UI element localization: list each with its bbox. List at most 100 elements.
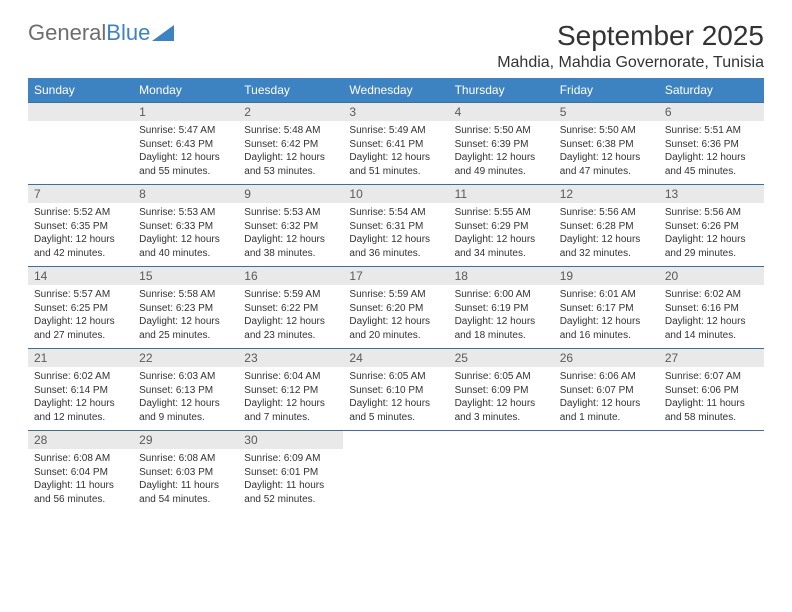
- sunset-line: Sunset: 6:19 PM: [455, 302, 548, 316]
- title-block: September 2025 Mahdia, Mahdia Governorat…: [497, 20, 764, 72]
- sunrise-line: Sunrise: 6:01 AM: [560, 288, 653, 302]
- sunset-line: Sunset: 6:22 PM: [244, 302, 337, 316]
- sunset-line: Sunset: 6:23 PM: [139, 302, 232, 316]
- calendar-cell: 20Sunrise: 6:02 AMSunset: 6:16 PMDayligh…: [659, 267, 764, 349]
- calendar-cell: [449, 431, 554, 513]
- calendar-cell: 28Sunrise: 6:08 AMSunset: 6:04 PMDayligh…: [28, 431, 133, 513]
- day-number: 1: [133, 103, 238, 121]
- day-number: 18: [449, 267, 554, 285]
- daylight-line: Daylight: 12 hours and 12 minutes.: [34, 397, 127, 424]
- daylight-line: Daylight: 12 hours and 29 minutes.: [665, 233, 758, 260]
- calendar-cell: 1Sunrise: 5:47 AMSunset: 6:43 PMDaylight…: [133, 103, 238, 185]
- sunset-line: Sunset: 6:28 PM: [560, 220, 653, 234]
- day-number: 17: [343, 267, 448, 285]
- calendar-cell: [554, 431, 659, 513]
- sunset-line: Sunset: 6:20 PM: [349, 302, 442, 316]
- sunset-line: Sunset: 6:09 PM: [455, 384, 548, 398]
- sunset-line: Sunset: 6:41 PM: [349, 138, 442, 152]
- weekday-header-row: Sunday Monday Tuesday Wednesday Thursday…: [28, 78, 764, 103]
- day-details: Sunrise: 5:54 AMSunset: 6:31 PMDaylight:…: [343, 203, 448, 264]
- day-details: Sunrise: 5:50 AMSunset: 6:38 PMDaylight:…: [554, 121, 659, 182]
- weekday-header: Sunday: [28, 78, 133, 103]
- daylight-line: Daylight: 12 hours and 36 minutes.: [349, 233, 442, 260]
- sunrise-line: Sunrise: 5:53 AM: [139, 206, 232, 220]
- day-number: 11: [449, 185, 554, 203]
- day-details: Sunrise: 5:50 AMSunset: 6:39 PMDaylight:…: [449, 121, 554, 182]
- daylight-line: Daylight: 12 hours and 32 minutes.: [560, 233, 653, 260]
- sunrise-line: Sunrise: 5:47 AM: [139, 124, 232, 138]
- calendar-cell: 6Sunrise: 5:51 AMSunset: 6:36 PMDaylight…: [659, 103, 764, 185]
- daylight-line: Daylight: 11 hours and 56 minutes.: [34, 479, 127, 506]
- daylight-line: Daylight: 11 hours and 58 minutes.: [665, 397, 758, 424]
- day-number: 21: [28, 349, 133, 367]
- day-details: Sunrise: 6:07 AMSunset: 6:06 PMDaylight:…: [659, 367, 764, 428]
- daylight-line: Daylight: 12 hours and 27 minutes.: [34, 315, 127, 342]
- sunrise-line: Sunrise: 5:56 AM: [665, 206, 758, 220]
- calendar-cell: 17Sunrise: 5:59 AMSunset: 6:20 PMDayligh…: [343, 267, 448, 349]
- day-number: 25: [449, 349, 554, 367]
- daylight-line: Daylight: 12 hours and 40 minutes.: [139, 233, 232, 260]
- daylight-line: Daylight: 12 hours and 51 minutes.: [349, 151, 442, 178]
- calendar-week-row: 7Sunrise: 5:52 AMSunset: 6:35 PMDaylight…: [28, 185, 764, 267]
- weekday-header: Tuesday: [238, 78, 343, 103]
- calendar-cell: 26Sunrise: 6:06 AMSunset: 6:07 PMDayligh…: [554, 349, 659, 431]
- brand-part2: Blue: [106, 20, 150, 46]
- day-number: 8: [133, 185, 238, 203]
- brand-logo: GeneralBlue: [28, 20, 174, 46]
- calendar-cell: 9Sunrise: 5:53 AMSunset: 6:32 PMDaylight…: [238, 185, 343, 267]
- day-details: Sunrise: 5:57 AMSunset: 6:25 PMDaylight:…: [28, 285, 133, 346]
- weekday-header: Monday: [133, 78, 238, 103]
- day-number: 5: [554, 103, 659, 121]
- calendar-cell: 25Sunrise: 6:05 AMSunset: 6:09 PMDayligh…: [449, 349, 554, 431]
- sunrise-line: Sunrise: 6:05 AM: [455, 370, 548, 384]
- calendar-cell: 7Sunrise: 5:52 AMSunset: 6:35 PMDaylight…: [28, 185, 133, 267]
- calendar-cell: 22Sunrise: 6:03 AMSunset: 6:13 PMDayligh…: [133, 349, 238, 431]
- calendar-cell: 4Sunrise: 5:50 AMSunset: 6:39 PMDaylight…: [449, 103, 554, 185]
- day-details: Sunrise: 5:58 AMSunset: 6:23 PMDaylight:…: [133, 285, 238, 346]
- daylight-line: Daylight: 12 hours and 55 minutes.: [139, 151, 232, 178]
- daylight-line: Daylight: 11 hours and 54 minutes.: [139, 479, 232, 506]
- day-details: Sunrise: 6:09 AMSunset: 6:01 PMDaylight:…: [238, 449, 343, 510]
- day-number: 12: [554, 185, 659, 203]
- day-details: Sunrise: 6:02 AMSunset: 6:16 PMDaylight:…: [659, 285, 764, 346]
- day-number: 14: [28, 267, 133, 285]
- sunrise-line: Sunrise: 6:09 AM: [244, 452, 337, 466]
- sunset-line: Sunset: 6:42 PM: [244, 138, 337, 152]
- calendar-cell: 14Sunrise: 5:57 AMSunset: 6:25 PMDayligh…: [28, 267, 133, 349]
- sunset-line: Sunset: 6:06 PM: [665, 384, 758, 398]
- day-details: Sunrise: 6:05 AMSunset: 6:10 PMDaylight:…: [343, 367, 448, 428]
- sunrise-line: Sunrise: 5:59 AM: [349, 288, 442, 302]
- calendar-week-row: 14Sunrise: 5:57 AMSunset: 6:25 PMDayligh…: [28, 267, 764, 349]
- day-number: 15: [133, 267, 238, 285]
- sunrise-line: Sunrise: 6:02 AM: [34, 370, 127, 384]
- sunrise-line: Sunrise: 5:49 AM: [349, 124, 442, 138]
- day-details: Sunrise: 6:08 AMSunset: 6:04 PMDaylight:…: [28, 449, 133, 510]
- daylight-line: Daylight: 12 hours and 18 minutes.: [455, 315, 548, 342]
- daylight-line: Daylight: 12 hours and 16 minutes.: [560, 315, 653, 342]
- day-details: Sunrise: 6:04 AMSunset: 6:12 PMDaylight:…: [238, 367, 343, 428]
- calendar-cell: 27Sunrise: 6:07 AMSunset: 6:06 PMDayligh…: [659, 349, 764, 431]
- calendar-cell: 21Sunrise: 6:02 AMSunset: 6:14 PMDayligh…: [28, 349, 133, 431]
- daylight-line: Daylight: 12 hours and 34 minutes.: [455, 233, 548, 260]
- sunrise-line: Sunrise: 5:51 AM: [665, 124, 758, 138]
- sunset-line: Sunset: 6:33 PM: [139, 220, 232, 234]
- day-number: 27: [659, 349, 764, 367]
- day-number: 29: [133, 431, 238, 449]
- weekday-header: Friday: [554, 78, 659, 103]
- daylight-line: Daylight: 12 hours and 42 minutes.: [34, 233, 127, 260]
- daylight-line: Daylight: 12 hours and 14 minutes.: [665, 315, 758, 342]
- day-number: 3: [343, 103, 448, 121]
- calendar-table: Sunday Monday Tuesday Wednesday Thursday…: [28, 78, 764, 513]
- day-details: Sunrise: 5:56 AMSunset: 6:28 PMDaylight:…: [554, 203, 659, 264]
- day-details: Sunrise: 5:53 AMSunset: 6:32 PMDaylight:…: [238, 203, 343, 264]
- calendar-cell: 5Sunrise: 5:50 AMSunset: 6:38 PMDaylight…: [554, 103, 659, 185]
- sunrise-line: Sunrise: 5:54 AM: [349, 206, 442, 220]
- sunrise-line: Sunrise: 6:03 AM: [139, 370, 232, 384]
- sunset-line: Sunset: 6:32 PM: [244, 220, 337, 234]
- sunrise-line: Sunrise: 6:04 AM: [244, 370, 337, 384]
- sunset-line: Sunset: 6:29 PM: [455, 220, 548, 234]
- day-details: Sunrise: 5:47 AMSunset: 6:43 PMDaylight:…: [133, 121, 238, 182]
- calendar-week-row: 1Sunrise: 5:47 AMSunset: 6:43 PMDaylight…: [28, 103, 764, 185]
- sunset-line: Sunset: 6:04 PM: [34, 466, 127, 480]
- calendar-cell: 30Sunrise: 6:09 AMSunset: 6:01 PMDayligh…: [238, 431, 343, 513]
